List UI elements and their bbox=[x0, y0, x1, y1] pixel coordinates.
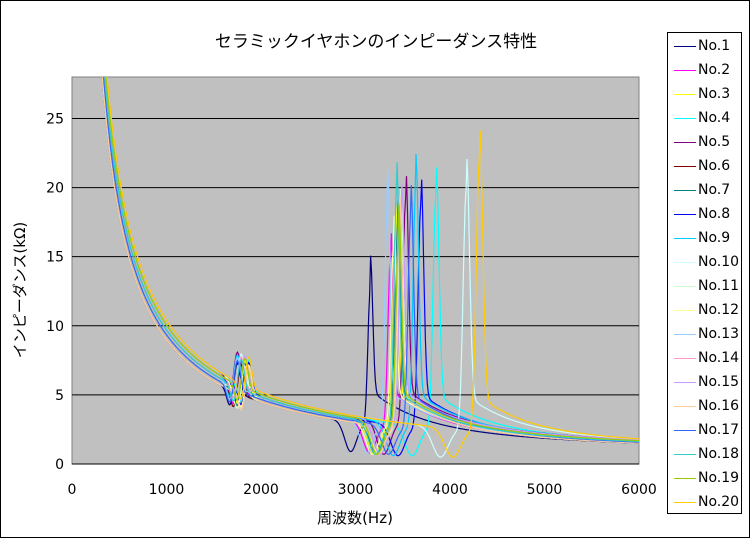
legend-label: No.6 bbox=[698, 158, 731, 174]
y-tick-label: 25 bbox=[46, 111, 64, 127]
legend-swatch bbox=[674, 382, 696, 383]
legend-swatch bbox=[674, 190, 696, 191]
legend-item: No.16 bbox=[668, 395, 743, 419]
legend-item: No.20 bbox=[668, 491, 743, 515]
legend-swatch bbox=[674, 454, 696, 455]
legend-item: No.17 bbox=[668, 419, 743, 443]
legend-item: No.12 bbox=[668, 299, 743, 323]
legend-label: No.16 bbox=[698, 398, 740, 414]
legend-item: No.3 bbox=[668, 83, 743, 107]
legend-swatch bbox=[674, 406, 696, 407]
legend-item: No.6 bbox=[668, 155, 743, 179]
legend-swatch bbox=[674, 166, 696, 167]
legend-item: No.15 bbox=[668, 371, 743, 395]
legend-item: No.11 bbox=[668, 275, 743, 299]
series-lines bbox=[101, 77, 639, 458]
legend-item: No.4 bbox=[668, 107, 743, 131]
y-tick-label: 10 bbox=[46, 319, 64, 335]
legend-label: No.1 bbox=[698, 38, 731, 54]
x-tick-label: 2000 bbox=[243, 482, 279, 498]
legend-swatch bbox=[674, 262, 696, 263]
legend-item: No.9 bbox=[668, 227, 743, 251]
y-tick-label: 15 bbox=[46, 250, 64, 266]
legend-item: No.2 bbox=[668, 59, 743, 83]
legend-swatch bbox=[674, 214, 696, 215]
legend-label: No.10 bbox=[698, 254, 740, 270]
legend-swatch bbox=[674, 118, 696, 119]
x-tick-labels: 0 1000 2000 3000 4000 5000 6000 bbox=[68, 482, 657, 498]
legend-item: No.10 bbox=[668, 251, 743, 275]
legend-item: No.14 bbox=[668, 347, 743, 371]
legend-label: No.12 bbox=[698, 302, 740, 318]
legend: No.1 No.2 No.3 No.4 No.5 No.6 No.7 No.8 No.9 No.1… bbox=[667, 32, 742, 514]
chart-title: セラミックイヤホンのインピーダンス特性 bbox=[215, 32, 537, 52]
legend-label: No.15 bbox=[698, 374, 740, 390]
legend-label: No.13 bbox=[698, 326, 740, 342]
series-line-no18 bbox=[104, 77, 639, 455]
legend-item: No.13 bbox=[668, 323, 743, 347]
legend-label: No.11 bbox=[698, 278, 740, 294]
x-tick-label: 1000 bbox=[149, 482, 185, 498]
legend-item: No.18 bbox=[668, 443, 743, 467]
y-tick-label: 5 bbox=[55, 388, 64, 404]
plot-area bbox=[71, 76, 640, 465]
y-axis-label: インピーダンス(kΩ) bbox=[11, 222, 29, 359]
legend-label: No.20 bbox=[698, 494, 740, 510]
y-tick-label: 0 bbox=[55, 457, 64, 473]
x-tick-label: 0 bbox=[68, 482, 77, 498]
legend-item: No.8 bbox=[668, 203, 743, 227]
x-tick-label: 6000 bbox=[621, 482, 657, 498]
legend-swatch bbox=[674, 142, 696, 143]
x-tick-label: 4000 bbox=[432, 482, 468, 498]
y-tick-labels: 0 5 10 15 20 25 bbox=[46, 111, 64, 473]
legend-label: No.3 bbox=[698, 86, 731, 102]
legend-label: No.2 bbox=[698, 62, 731, 78]
legend-label: No.18 bbox=[698, 446, 740, 462]
legend-swatch bbox=[674, 46, 696, 47]
legend-swatch bbox=[674, 286, 696, 287]
legend-swatch bbox=[674, 94, 696, 95]
legend-label: No.9 bbox=[698, 230, 731, 246]
legend-label: No.14 bbox=[698, 350, 740, 366]
legend-item: No.19 bbox=[668, 467, 743, 491]
legend-item: No.5 bbox=[668, 131, 743, 155]
legend-swatch bbox=[674, 502, 696, 503]
legend-label: No.8 bbox=[698, 206, 731, 222]
y-tick-label: 20 bbox=[46, 181, 64, 197]
series-line-no20 bbox=[106, 77, 639, 458]
legend-label: No.5 bbox=[698, 134, 731, 150]
x-axis-label: 周波数(Hz) bbox=[317, 509, 393, 527]
legend-label: No.17 bbox=[698, 422, 740, 438]
legend-item: No.1 bbox=[668, 35, 743, 59]
legend-swatch bbox=[674, 70, 696, 71]
x-tick-label: 3000 bbox=[338, 482, 374, 498]
legend-label: No.4 bbox=[698, 110, 731, 126]
legend-label: No.19 bbox=[698, 470, 740, 486]
legend-swatch bbox=[674, 310, 696, 311]
legend-item: No.7 bbox=[668, 179, 743, 203]
legend-swatch bbox=[674, 238, 696, 239]
series-line-no19 bbox=[105, 77, 639, 455]
legend-swatch bbox=[674, 430, 696, 431]
legend-swatch bbox=[674, 478, 696, 479]
legend-label: No.7 bbox=[698, 182, 731, 198]
legend-swatch bbox=[674, 358, 696, 359]
x-tick-label: 5000 bbox=[527, 482, 563, 498]
legend-swatch bbox=[674, 334, 696, 335]
